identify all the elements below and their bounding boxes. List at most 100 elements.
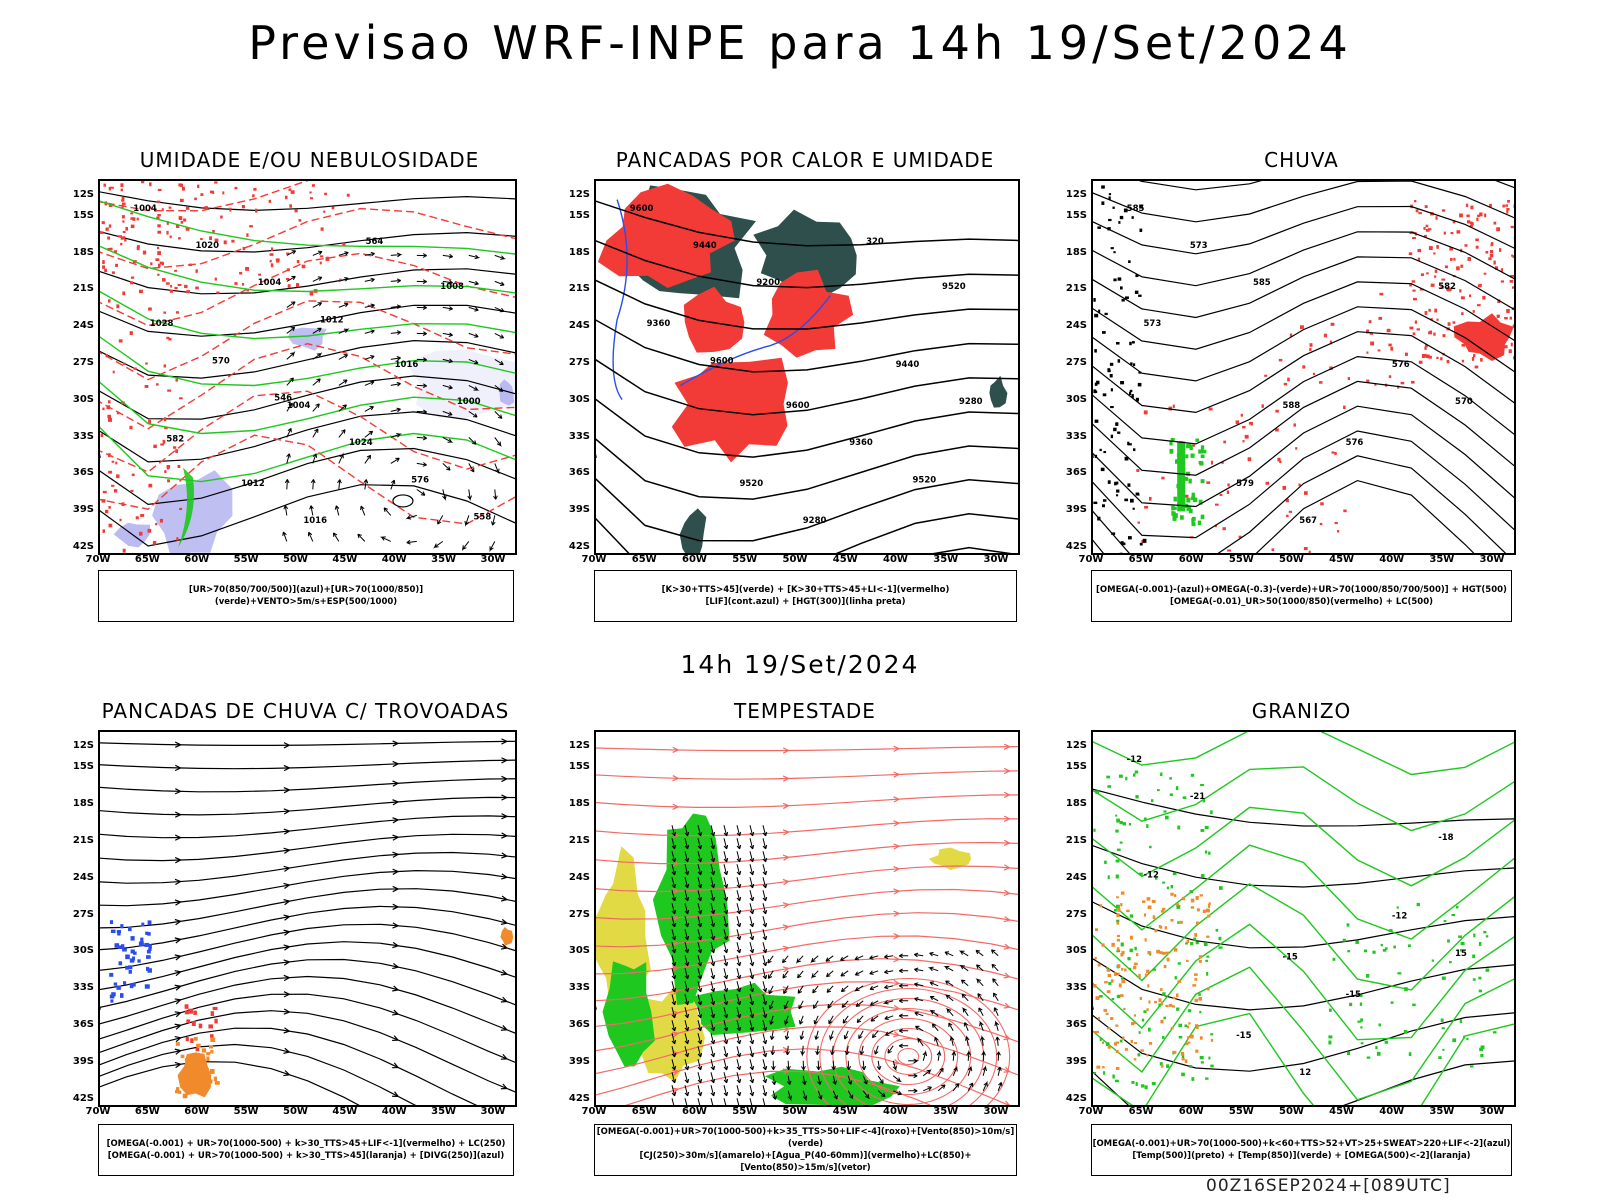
contour-label: 1000 — [457, 397, 481, 407]
lon-tick-label: 50W — [782, 554, 808, 565]
panel-title-chuva: CHUVA — [1264, 148, 1339, 172]
lat-tick-label: 39S — [568, 504, 590, 516]
lon-tick-label: 45W — [1329, 1106, 1355, 1117]
lon-tick-label: 60W — [682, 1106, 707, 1117]
contour-label: 9440 — [693, 241, 717, 251]
lon-tick-label: 35W — [933, 554, 959, 565]
lat-tick-label: 15S — [568, 760, 590, 772]
panel-title-tempestade: TEMPESTADE — [734, 699, 876, 723]
lat-tick-label: 33S — [1065, 430, 1087, 442]
contour-label: -15 — [1346, 990, 1361, 1000]
lon-tick-label: 65W — [631, 554, 657, 565]
contour-label: 582 — [166, 434, 184, 444]
lon-tick-label: 40W — [1379, 1106, 1405, 1117]
lat-tick-label: 30S — [568, 393, 590, 405]
contour-label: 9600 — [710, 356, 734, 366]
contour-label: -18 — [1438, 833, 1453, 843]
contour-label: 573 — [1144, 319, 1162, 329]
lon-tick-label: 40W — [1379, 554, 1405, 565]
lat-tick-label: 42S — [1065, 1093, 1087, 1104]
contour-label: 9600 — [786, 401, 810, 411]
lat-tick-label: 33S — [72, 982, 94, 994]
contour-label: 1004 — [133, 204, 157, 214]
contour-label: 9360 — [647, 319, 671, 329]
contour-label: 588 — [1282, 401, 1300, 411]
map-panel-pancadas_calor: 9600 9600 9520 9520 9440 9440 9360 9360 9280 9280… — [594, 179, 1020, 555]
legend-umidade: [UR>70(850/700/500)](azul)+[UR>70(1000/8… — [98, 570, 514, 622]
contour-label: 320 — [866, 237, 884, 247]
lon-tick-label: 60W — [184, 554, 210, 565]
lat-tick-label: 39S — [568, 1056, 590, 1068]
contour-label: -12 — [1127, 755, 1142, 765]
contour-label: 570 — [1455, 397, 1473, 407]
lon-tick-label: 60W — [1178, 1106, 1204, 1117]
lon-tick-label: 35W — [431, 554, 457, 565]
lon-tick-label: 45W — [832, 1106, 858, 1117]
lon-tick-label: 40W — [381, 554, 407, 565]
lat-tick-label: 15S — [72, 209, 94, 221]
lat-tick-label: 12S — [568, 740, 590, 751]
legend-chuva: [OMEGA(-0.001)-(azul)+OMEGA(-0.3)-(verde… — [1091, 570, 1512, 622]
lon-tick-label: 35W — [933, 1106, 959, 1117]
lon-tick-label: 45W — [332, 1106, 358, 1117]
lon-tick-label: 50W — [283, 1106, 308, 1117]
lon-tick-label: 70W — [1078, 554, 1104, 565]
lat-tick-label: 36S — [1065, 467, 1087, 479]
lat-tick-label: 15S — [568, 209, 590, 221]
lon-tick-label: 45W — [1329, 554, 1355, 565]
lon-tick-label: 55W — [1228, 554, 1254, 565]
lon-tick-label: 30W — [1479, 554, 1505, 565]
lat-tick-label: 36S — [568, 1019, 590, 1031]
lat-tick-label: 15S — [1065, 209, 1087, 221]
contour-label: 585 — [1253, 278, 1271, 288]
lat-tick-label: 18S — [568, 797, 590, 809]
lon-tick-label: 70W — [581, 554, 607, 565]
contour-label: 576 — [1346, 438, 1364, 448]
contour-label: 9520 — [739, 479, 763, 489]
lon-tick-label: 55W — [732, 1106, 758, 1117]
lat-tick-label: 33S — [568, 982, 590, 994]
lat-tick-label: 39S — [72, 504, 94, 516]
legend-line: [UR>70(850/700/500)](azul)+[UR>70(1000/8… — [188, 585, 424, 607]
contour-label: 576 — [411, 475, 429, 485]
map-panel-trovoadas — [98, 730, 517, 1107]
lat-tick-label: 42S — [72, 1093, 94, 1104]
lat-tick-label: 36S — [72, 1019, 94, 1031]
lon-tick-label: 35W — [1429, 554, 1455, 565]
map-canvas-tempestade — [596, 743, 1018, 1105]
legend-pancadas_calor: [K>30+TTS>45](verde) + [K>30+TTS>45+LI<-… — [594, 570, 1017, 622]
map-panel-granizo: -12 -15 -18 -15 -12 -21 -15 -12 12 15 — [1091, 730, 1516, 1107]
lat-tick-label: 42S — [1065, 541, 1087, 552]
lat-tick-label: 18S — [568, 246, 590, 258]
lon-tick-label: 50W — [1279, 554, 1304, 565]
contour-label: 1016 — [395, 360, 419, 370]
lon-tick-label: 40W — [883, 554, 908, 565]
contour-label: -21 — [1190, 792, 1205, 802]
contour-label: 576 — [1392, 360, 1410, 370]
lon-tick-label: 30W — [480, 554, 506, 565]
lat-tick-label: 15S — [1065, 760, 1087, 772]
panel-title-pancadas_calor: PANCADAS POR CALOR E UMIDADE — [615, 148, 995, 172]
lat-tick-label: 12S — [1065, 740, 1087, 751]
lon-tick-label: 40W — [381, 1106, 407, 1117]
lat-tick-label: 24S — [568, 871, 590, 883]
legend-line: [OMEGA(-0.001)+UR>70(1000-500)+k<60+TTS>… — [1092, 1139, 1511, 1149]
contour-label: 546 — [274, 393, 292, 403]
legend-line: [OMEGA(-0.001) + UR>70(1000-500) + k>30_… — [106, 1139, 506, 1149]
lat-tick-label: 27S — [1065, 908, 1087, 920]
legend-granizo: [OMEGA(-0.001)+UR>70(1000-500)+k<60+TTS>… — [1091, 1124, 1512, 1176]
lon-tick-label: 65W — [1128, 1106, 1154, 1117]
lon-tick-label: 30W — [1479, 1106, 1505, 1117]
lon-tick-label: 65W — [631, 1106, 657, 1117]
legend-trovoadas: [OMEGA(-0.001) + UR>70(1000-500) + k>30_… — [98, 1124, 514, 1176]
contour-label: 564 — [366, 237, 384, 247]
contour-label: -12 — [1144, 870, 1159, 880]
lat-tick-label: 12S — [1065, 189, 1087, 200]
lon-tick-label: 70W — [581, 1106, 607, 1117]
map-canvas-trovoadas — [100, 738, 515, 1105]
lat-tick-label: 21S — [1065, 283, 1087, 295]
lat-tick-label: 33S — [72, 430, 94, 442]
lat-tick-label: 18S — [1065, 797, 1087, 809]
map-panel-chuva: 585 588 582 579 576 573 576 573 567 570 585 — [1091, 179, 1516, 555]
lat-tick-label: 24S — [1065, 871, 1087, 883]
